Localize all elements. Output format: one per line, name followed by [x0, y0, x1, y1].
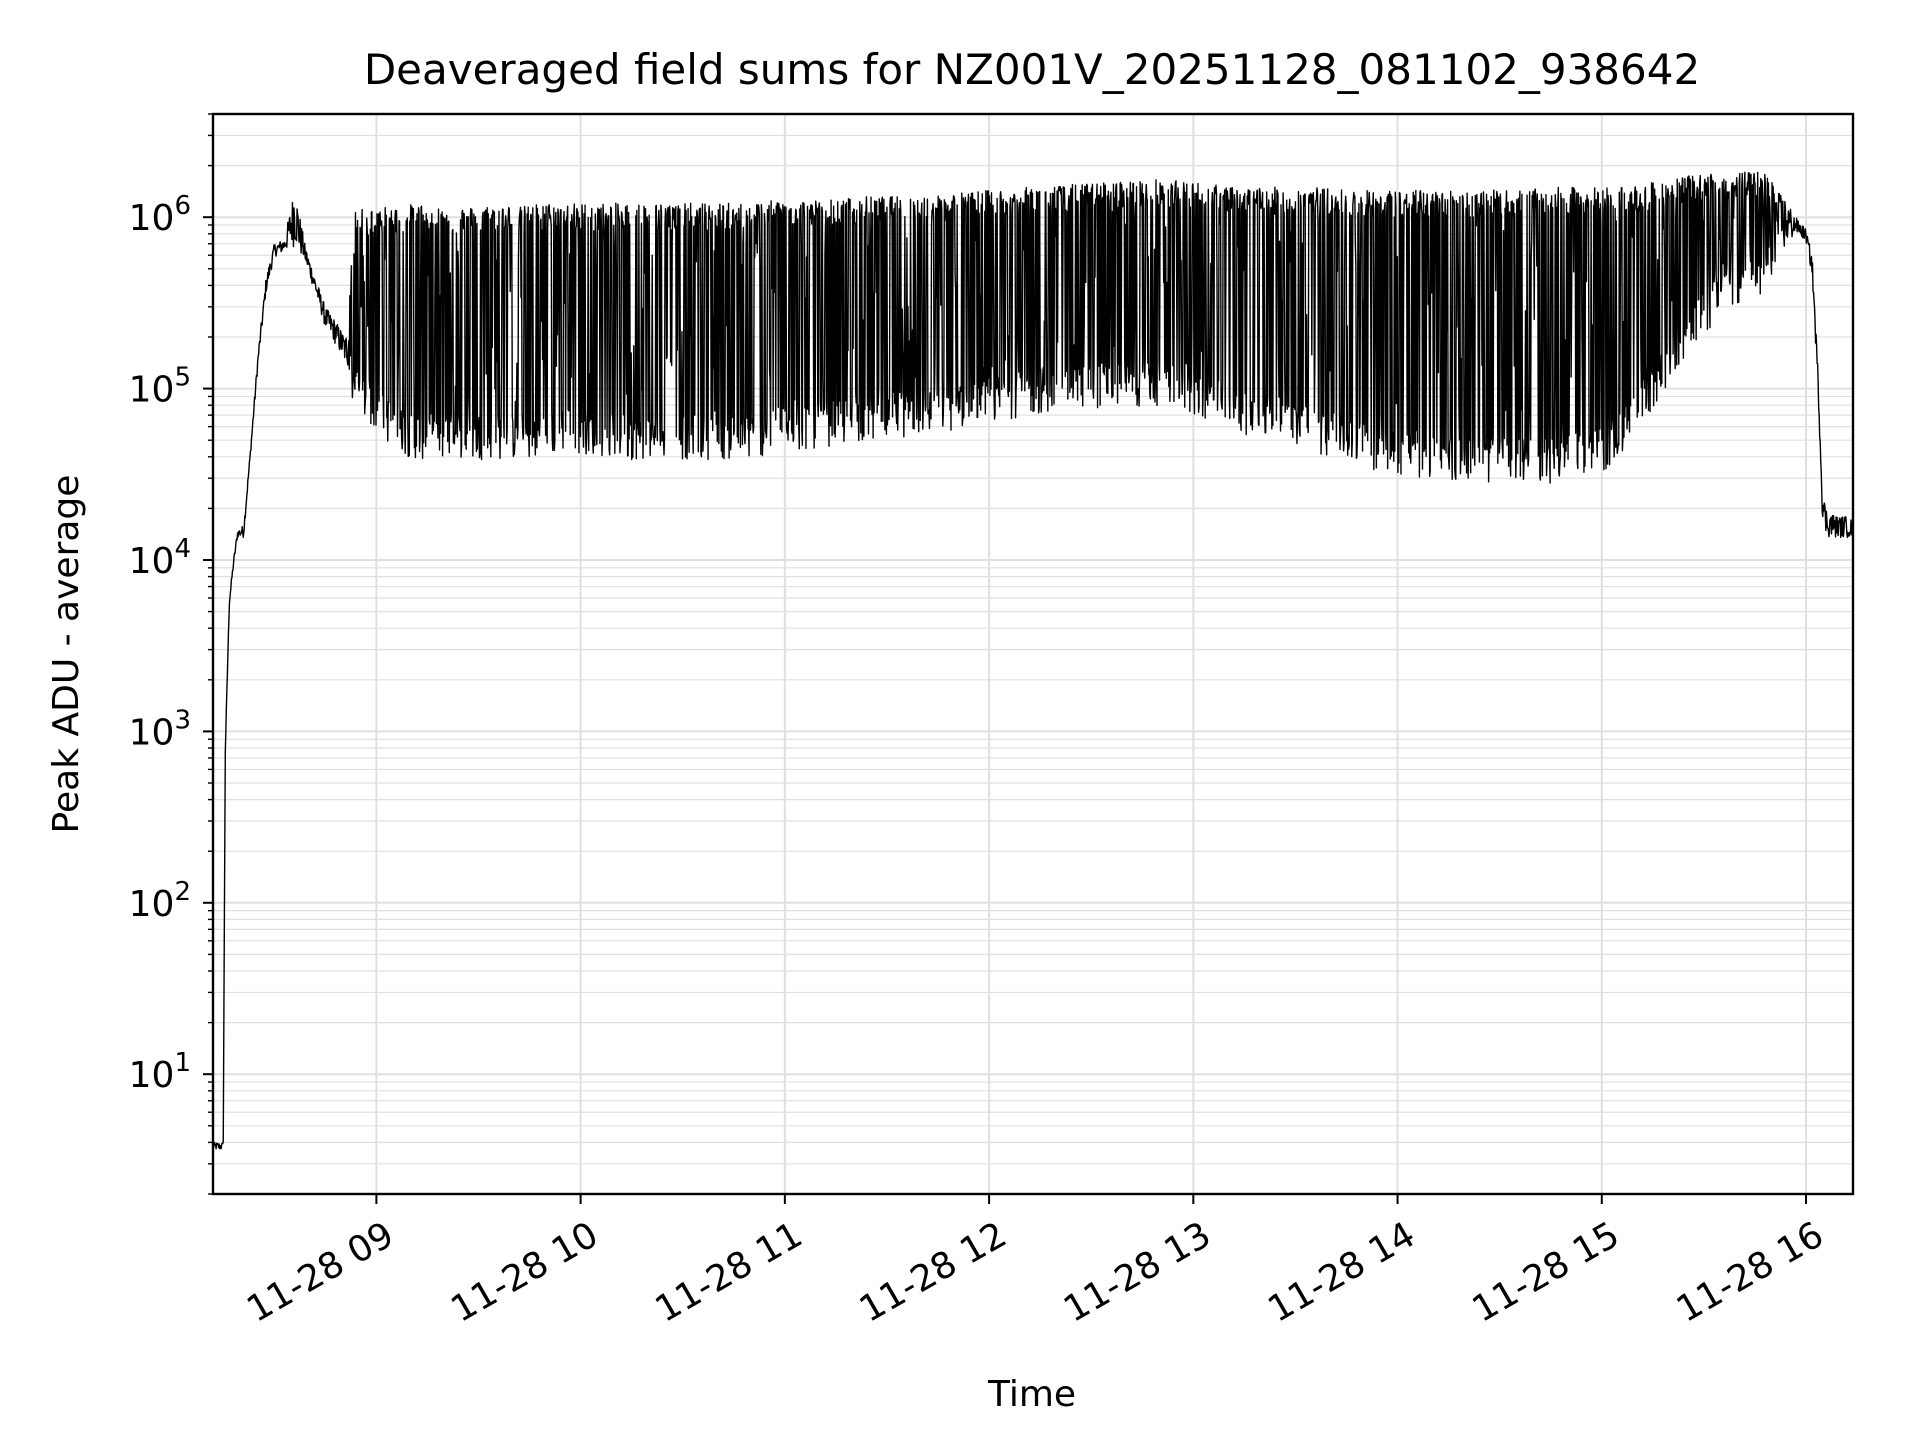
x-tick-label: 11-28 12 [853, 1214, 1014, 1330]
y-tick-label: 104 [129, 534, 191, 582]
x-tick-label: 11-28 11 [649, 1214, 810, 1330]
y-tick-label: 103 [129, 705, 191, 753]
x-tick-label: 11-28 09 [240, 1214, 401, 1330]
y-tick-label: 105 [129, 363, 191, 411]
x-tick-label: 11-28 16 [1670, 1214, 1831, 1330]
x-tick-label: 11-28 14 [1261, 1214, 1422, 1330]
series-group [212, 171, 1854, 1150]
y-tick-label: 106 [129, 191, 191, 239]
y-axis-ticks: 101 102 103 104 105 106 [129, 113, 213, 1195]
axes-frame [211, 112, 1855, 1196]
x-tick-label: 11-28 13 [1057, 1214, 1218, 1330]
data-series-line [212, 171, 1854, 1150]
x-axis-ticks: 11-28 09 11-28 10 11-28 11 11-28 12 11-28 13… [240, 1194, 1831, 1331]
chart-title: Deaveraged field sums for NZ001V_2025112… [364, 45, 1700, 94]
y-tick-label: 101 [129, 1048, 191, 1096]
y-axis-label: Peak ADU - average [46, 475, 87, 834]
y-tick-label: 102 [129, 877, 191, 925]
x-tick-label: 11-28 10 [444, 1214, 605, 1330]
x-axis-label: Time [987, 1374, 1076, 1415]
x-tick-label: 11-28 15 [1466, 1214, 1627, 1330]
